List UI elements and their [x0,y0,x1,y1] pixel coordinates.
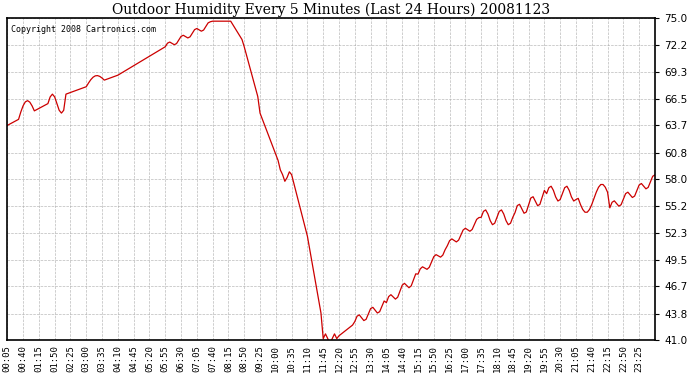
Text: Copyright 2008 Cartronics.com: Copyright 2008 Cartronics.com [10,25,155,34]
Title: Outdoor Humidity Every 5 Minutes (Last 24 Hours) 20081123: Outdoor Humidity Every 5 Minutes (Last 2… [112,3,550,17]
